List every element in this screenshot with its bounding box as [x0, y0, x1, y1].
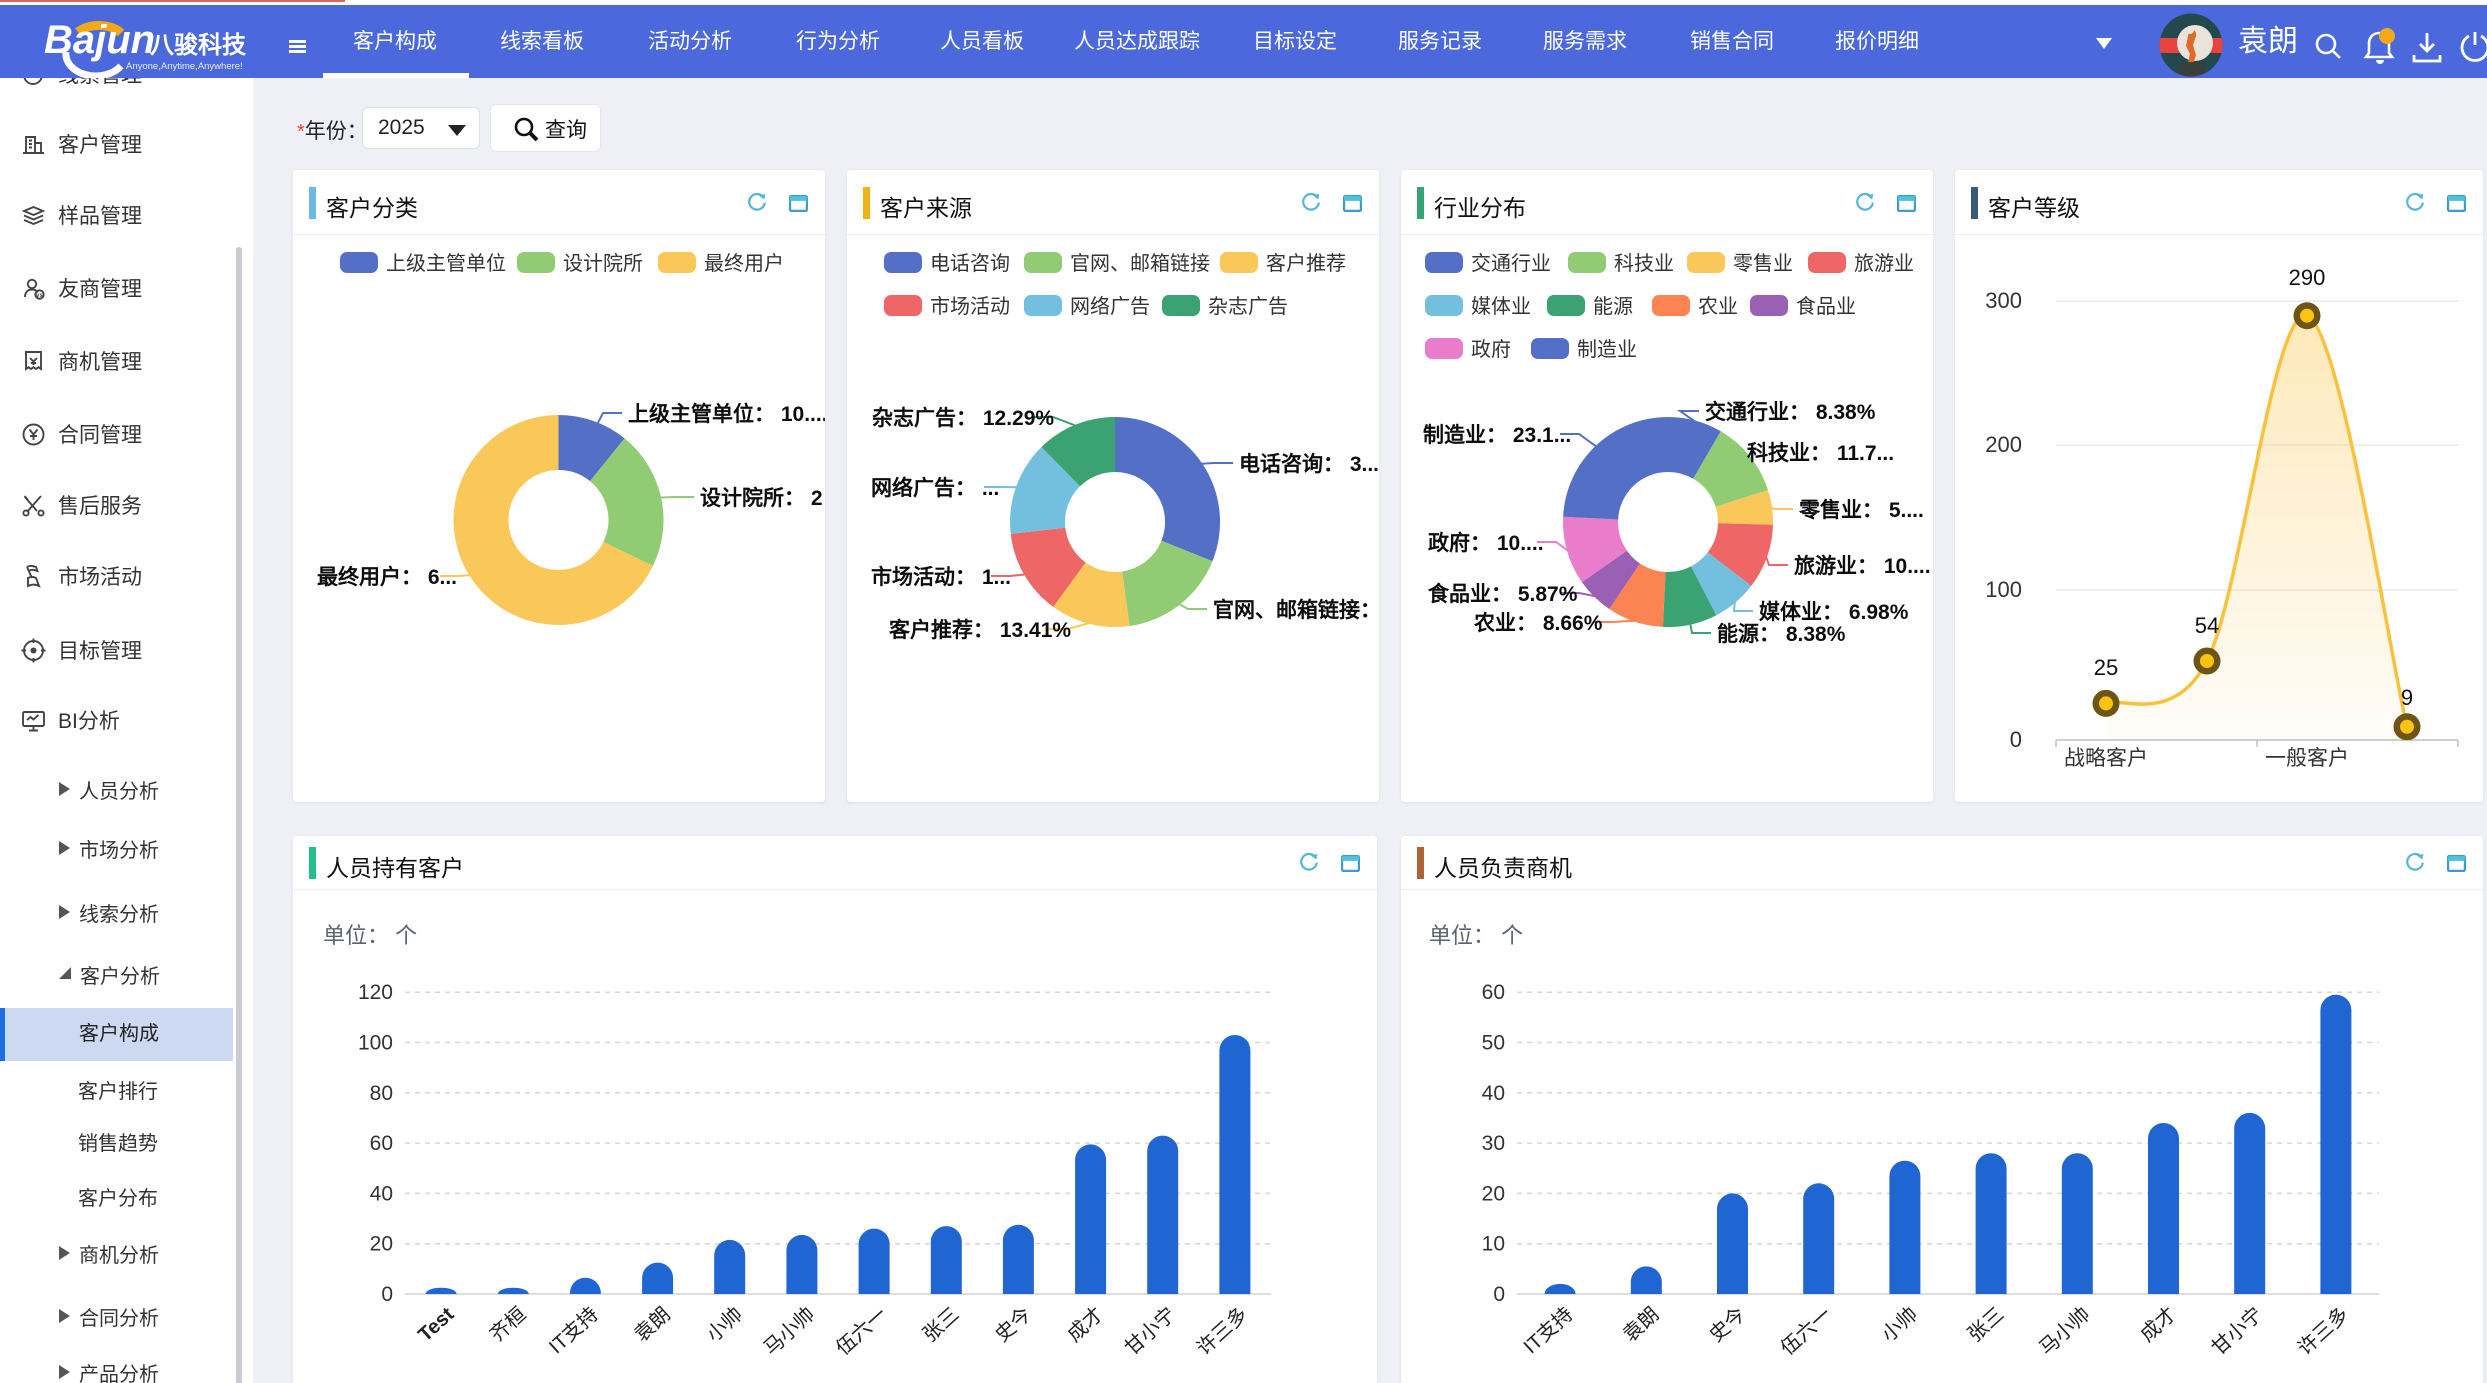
svg-text:最终用户： 6...: 最终用户： 6... [317, 565, 457, 589]
svg-text:0: 0 [381, 1283, 393, 1306]
svg-text:能源: 能源 [1593, 295, 1633, 318]
svg-text:20: 20 [370, 1233, 393, 1256]
svg-text:史今: 史今 [991, 1303, 1036, 1347]
svg-text:马小帅: 马小帅 [2035, 1303, 2095, 1360]
svg-text:能源： 8.38%: 能源： 8.38% [1717, 622, 1846, 646]
svg-text:120: 120 [358, 981, 393, 1004]
svg-text:科技业： 11.7...: 科技业： 11.7... [1747, 441, 1894, 465]
svg-text:媒体业: 媒体业 [1471, 295, 1531, 318]
svg-text:官网、邮箱链接: 官网、邮箱链接 [1070, 252, 1210, 275]
svg-text:Test: Test [414, 1303, 458, 1346]
svg-text:50: 50 [1482, 1032, 1505, 1055]
svg-text:张三: 张三 [918, 1303, 963, 1347]
svg-text:袁朗: 袁朗 [630, 1303, 675, 1347]
svg-text:食品业: 食品业 [1796, 295, 1856, 318]
svg-text:0: 0 [1493, 1283, 1505, 1306]
svg-text:食品业： 5.87%: 食品业： 5.87% [1428, 582, 1578, 606]
svg-text:300: 300 [1985, 288, 2022, 313]
svg-text:零售业: 零售业 [1733, 252, 1793, 275]
svg-text:200: 200 [1985, 432, 2022, 457]
svg-text:农业： 8.66%: 农业： 8.66% [1473, 611, 1603, 635]
svg-text:农业: 农业 [1698, 295, 1738, 318]
svg-text:54: 54 [2195, 613, 2219, 638]
svg-text:客户推荐: 客户推荐 [1266, 252, 1346, 275]
svg-text:伍六一: 伍六一 [1776, 1303, 1836, 1360]
svg-text:科技业: 科技业 [1614, 252, 1674, 275]
svg-text:一般客户: 一般客户 [2265, 747, 2349, 770]
svg-text:设计院所: 设计院所 [563, 252, 643, 275]
svg-text:许三多: 许三多 [1192, 1303, 1252, 1360]
svg-text:杂志广告: 杂志广告 [1208, 295, 1288, 318]
svg-text:许三多: 许三多 [2293, 1303, 2353, 1360]
svg-text:最终用户: 最终用户 [704, 252, 784, 275]
svg-text:20: 20 [1482, 1182, 1505, 1205]
svg-text:官网、邮箱链接：: 官网、邮箱链接： [1213, 598, 1379, 622]
svg-text:杂志广告： 12.29%: 杂志广告： 12.29% [872, 406, 1054, 430]
svg-text:9: 9 [2401, 685, 2413, 710]
svg-text:60: 60 [1482, 981, 1505, 1004]
svg-text:上级主管单位: 上级主管单位 [386, 252, 506, 275]
svg-text:40: 40 [1482, 1082, 1505, 1105]
svg-text:Anyone,Anytime,Anywhere!: Anyone,Anytime,Anywhere! [126, 61, 243, 72]
svg-text:成才: 成才 [2136, 1303, 2181, 1347]
svg-text:100: 100 [1985, 577, 2022, 602]
svg-text:八骏科技: 八骏科技 [150, 31, 247, 59]
svg-text:小帅: 小帅 [702, 1303, 747, 1347]
svg-text:战略客户: 战略客户 [2064, 747, 2148, 770]
svg-text:成才: 成才 [1063, 1303, 1108, 1347]
svg-text:马小帅: 马小帅 [759, 1303, 819, 1360]
svg-text:旅游业: 旅游业 [1854, 252, 1914, 275]
svg-text:设计院所： 2: 设计院所： 2 [700, 486, 823, 510]
svg-text:制造业: 制造业 [1577, 338, 1637, 361]
svg-text:上级主管单位： 10....: 上级主管单位： 10.... [628, 402, 825, 426]
svg-text:30: 30 [1482, 1132, 1505, 1155]
svg-text:旅游业： 10....: 旅游业： 10.... [1794, 554, 1931, 578]
svg-text:290: 290 [2289, 265, 2326, 290]
svg-text:IT支持: IT支持 [1519, 1303, 1577, 1359]
svg-text:市场活动： 1...: 市场活动： 1... [871, 565, 1011, 589]
svg-text:政府： 10....: 政府： 10.... [1428, 531, 1544, 555]
svg-text:交通行业： 8.38%: 交通行业： 8.38% [1705, 400, 1876, 424]
svg-text:交通行业: 交通行业 [1471, 252, 1551, 275]
svg-text:10: 10 [1482, 1233, 1505, 1256]
svg-text:史今: 史今 [1705, 1303, 1750, 1347]
svg-text:0: 0 [2010, 727, 2022, 752]
svg-text:客户推荐： 13.41%: 客户推荐： 13.41% [889, 618, 1071, 642]
svg-text:制造业： 23.1...: 制造业： 23.1... [1423, 423, 1571, 447]
svg-text:网络广告： ...: 网络广告： ... [871, 476, 999, 500]
svg-text:甘小宁: 甘小宁 [1120, 1303, 1180, 1360]
svg-text:60: 60 [370, 1132, 393, 1155]
svg-text:甘小宁: 甘小宁 [2207, 1303, 2267, 1360]
svg-text:政府: 政府 [1471, 338, 1511, 361]
svg-text:40: 40 [370, 1182, 393, 1205]
svg-text:网络广告: 网络广告 [1070, 295, 1150, 318]
svg-text:市场活动: 市场活动 [930, 295, 1010, 318]
svg-text:80: 80 [370, 1082, 393, 1105]
svg-text:vs: vs [36, 292, 43, 298]
svg-text:电话咨询: 电话咨询 [930, 252, 1010, 275]
svg-text:伍六一: 伍六一 [831, 1303, 891, 1360]
svg-text:齐桓: 齐桓 [485, 1303, 530, 1347]
svg-text:Bajun: Bajun [44, 18, 155, 62]
svg-text:100: 100 [358, 1032, 393, 1055]
svg-text:袁朗: 袁朗 [1619, 1303, 1664, 1347]
svg-text:张三: 张三 [1963, 1303, 2008, 1347]
svg-text:IT支持: IT支持 [544, 1303, 602, 1359]
svg-text:小帅: 小帅 [1877, 1303, 1922, 1347]
svg-text:25: 25 [2094, 655, 2118, 680]
svg-text:零售业： 5....: 零售业： 5.... [1798, 498, 1924, 522]
svg-text:电话咨询： 3...: 电话咨询： 3... [1239, 452, 1379, 476]
svg-text:媒体业： 6.98%: 媒体业： 6.98% [1759, 600, 1909, 624]
